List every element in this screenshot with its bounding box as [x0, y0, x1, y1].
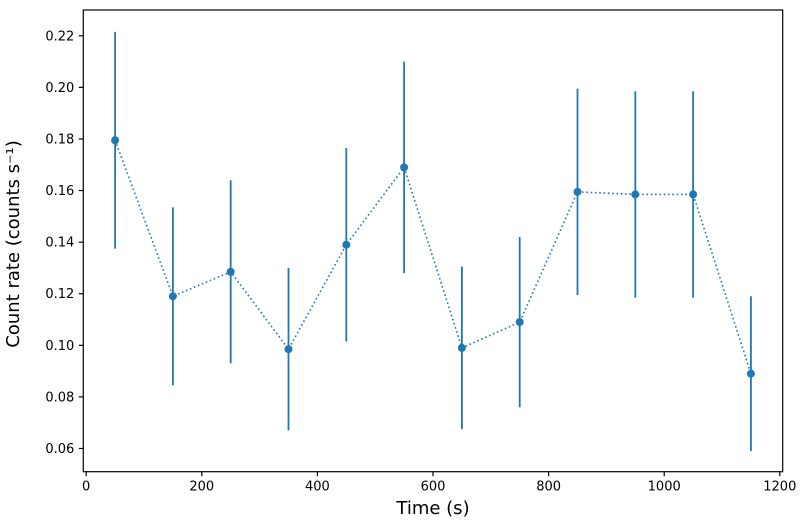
y-tick-label: 0.06: [45, 442, 74, 457]
y-tick-label: 0.16: [45, 184, 74, 199]
x-tick-label: 400: [305, 480, 330, 495]
data-point: [689, 190, 698, 199]
plot-border: [82, 9, 784, 473]
y-tick-label: 0.20: [45, 81, 74, 96]
data-point: [573, 187, 582, 196]
data-point: [342, 240, 351, 249]
y-tick-label: 0.18: [45, 132, 74, 147]
data-point: [284, 345, 293, 354]
y-axis-label: Count rate (counts s⁻¹): [3, 140, 24, 347]
x-tick-label: 200: [189, 480, 214, 495]
data-point: [400, 163, 409, 172]
y-tick-label: 0.10: [45, 339, 74, 354]
axes-layer: 0 200 400 600 800 1000 1200 0.06 0.08 0.10 0.12 0.1…: [45, 9, 796, 495]
x-tick-label: 1200: [763, 480, 796, 495]
x-tick-label: 600: [421, 480, 446, 495]
data-point: [515, 318, 524, 327]
x-tick-label: 800: [536, 480, 561, 495]
data-point: [111, 136, 120, 145]
y-tick-label: 0.08: [45, 390, 74, 405]
y-tick-label: 0.12: [45, 287, 74, 302]
data-point: [457, 343, 466, 352]
data-line: [114, 139, 752, 374]
y-tick-label: 0.14: [45, 236, 74, 251]
data-point: [746, 369, 755, 378]
data-point: [631, 190, 640, 199]
x-tick-label: 0: [82, 480, 90, 495]
x-tick-label: 1000: [648, 480, 681, 495]
x-axis-label: Time (s): [395, 498, 469, 519]
data-point: [168, 292, 177, 301]
data-point: [226, 267, 235, 276]
y-tick-label: 0.22: [45, 29, 74, 44]
